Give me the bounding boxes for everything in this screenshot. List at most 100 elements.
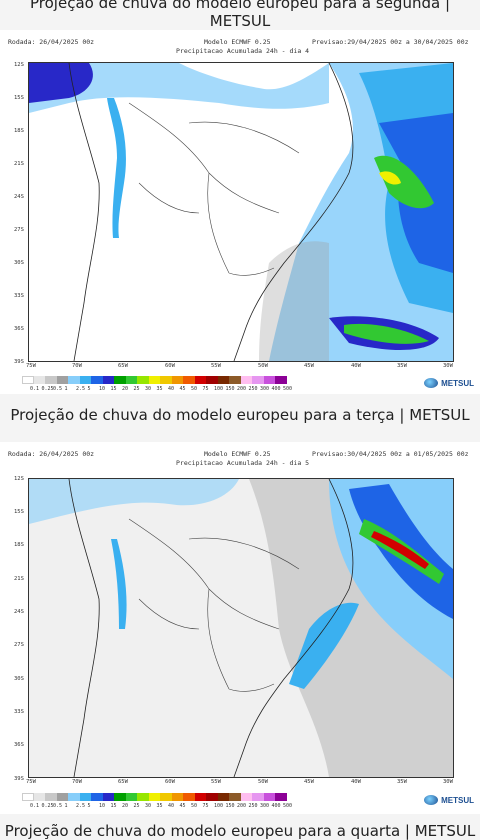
- lon-label: 70W: [72, 363, 82, 369]
- rain-andes: [107, 98, 126, 238]
- legend-swatch: [102, 793, 114, 801]
- legend-level-label: 200: [237, 386, 247, 392]
- lat-label: 18S: [14, 542, 24, 548]
- previsao-label: Previsao:29/04/2025 00z a 30/04/2025 00z: [312, 38, 469, 46]
- legend-level-label: 200: [237, 803, 247, 809]
- modelo-label: Modelo ECMWF 0.25: [204, 450, 271, 458]
- legend-level-label: 0.25: [41, 803, 54, 809]
- legend-level-label: 5: [87, 803, 91, 809]
- legend-swatch: [252, 376, 264, 384]
- legend-level-label: 300: [260, 386, 270, 392]
- lon-label: 65W: [118, 363, 128, 369]
- lat-label: 24S: [14, 194, 24, 200]
- lon-label: 30W: [443, 363, 453, 369]
- precipitation-map: [28, 62, 454, 362]
- legend-swatch: [171, 793, 183, 801]
- legend-level-label: 400: [271, 803, 281, 809]
- precipitation-field: [29, 479, 453, 777]
- legend-swatch: [183, 376, 195, 384]
- legend-swatch: [240, 376, 252, 384]
- legend-level-label: 0.1: [30, 803, 40, 809]
- lat-label: 33S: [14, 293, 24, 299]
- rain-core: [374, 155, 434, 209]
- coastline-east: [233, 63, 354, 361]
- legend-swatch: [68, 376, 80, 384]
- lat-label: 36S: [14, 742, 24, 748]
- legend-swatch: [275, 376, 287, 384]
- caption-quarta: Projeção de chuva do modelo europeu para…: [4, 822, 476, 840]
- legend-level-label: 25: [133, 803, 140, 809]
- lat-label: 39S: [14, 776, 24, 782]
- legend-level-label: 50: [191, 386, 198, 392]
- lon-label: 30W: [443, 779, 453, 785]
- legend-swatch: [229, 793, 241, 801]
- lat-label: 15S: [14, 509, 24, 515]
- lat-label: 24S: [14, 609, 24, 615]
- legend-swatch: [194, 793, 206, 801]
- coastline-west: [68, 63, 100, 361]
- legend-swatch: [125, 376, 137, 384]
- metsul-logo: METSUL: [424, 378, 474, 388]
- legend-level-label: 150: [225, 386, 235, 392]
- legend-swatch: [263, 793, 275, 801]
- legend-swatch: [114, 793, 126, 801]
- legend-level-label: 1: [64, 386, 68, 392]
- legend-level-label: 0.25: [41, 386, 54, 392]
- legend-swatch: [252, 793, 264, 801]
- legend-level-label: 45: [179, 803, 186, 809]
- precipitation-field: [29, 63, 453, 361]
- forecast-map-panel-day5: Rodada: 26/04/2025 00z Modelo ECMWF 0.25…: [0, 442, 480, 814]
- legend-swatch: [91, 793, 103, 801]
- legend-swatch: [79, 793, 91, 801]
- precipitation-map: [28, 478, 454, 778]
- lon-label: 40W: [351, 779, 361, 785]
- rain-band-south-green: [344, 323, 429, 344]
- rain-andes: [111, 539, 127, 629]
- lat-label: 12S: [14, 62, 24, 68]
- legend-swatch: [33, 793, 45, 801]
- legend-level-label: 30: [145, 803, 152, 809]
- modelo-label: Modelo ECMWF 0.25: [204, 38, 271, 46]
- legend-level-label: 2.5: [76, 803, 86, 809]
- lat-label: 27S: [14, 227, 24, 233]
- lat-label: 27S: [14, 642, 24, 648]
- legend-level-label: 25: [133, 386, 140, 392]
- legend-swatch: [194, 376, 206, 384]
- legend-level-label: 40: [168, 386, 175, 392]
- legend-level-label: 500: [283, 386, 293, 392]
- legend-swatch: [125, 793, 137, 801]
- lon-label: 75W: [26, 363, 36, 369]
- legend-swatch: [114, 376, 126, 384]
- lat-label: 21S: [14, 161, 24, 167]
- rain-core-red: [371, 531, 429, 569]
- previsao-label: Previsao:30/04/2025 00z a 01/05/2025 00z: [312, 450, 469, 458]
- map-subtitle: Precipitacao Acumulada 24h - dia 5: [176, 459, 310, 467]
- lon-label: 45W: [304, 363, 314, 369]
- legend-level-label: 30: [145, 386, 152, 392]
- rain-coastal-band: [289, 602, 359, 689]
- legend-level-label: 45: [179, 386, 186, 392]
- legend-swatch: [275, 793, 287, 801]
- lon-label: 40W: [351, 363, 361, 369]
- legend-level-label: 20: [122, 386, 129, 392]
- legend-level-label: 100: [214, 386, 224, 392]
- lon-label: 75W: [26, 779, 36, 785]
- legend-level-label: 10: [99, 386, 106, 392]
- precipitation-legend: [22, 793, 287, 801]
- legend-level-label: 35: [156, 803, 163, 809]
- legend-level-label: 2.5: [76, 386, 86, 392]
- legend-swatch: [56, 793, 68, 801]
- legend-swatch: [148, 376, 160, 384]
- rain-area-blue: [329, 479, 453, 679]
- legend-level-label: 0.5: [53, 803, 63, 809]
- country-borders: [128, 102, 300, 276]
- lon-label: 60W: [165, 363, 175, 369]
- legend-swatch: [160, 793, 172, 801]
- lat-label: 33S: [14, 709, 24, 715]
- legend-swatch: [45, 793, 57, 801]
- lon-label: 35W: [397, 363, 407, 369]
- lon-label: 65W: [118, 779, 128, 785]
- caption-terca: Projeção de chuva do modelo europeu para…: [10, 406, 470, 424]
- legend-level-label: 35: [156, 386, 163, 392]
- legend-level-label: 15: [110, 803, 117, 809]
